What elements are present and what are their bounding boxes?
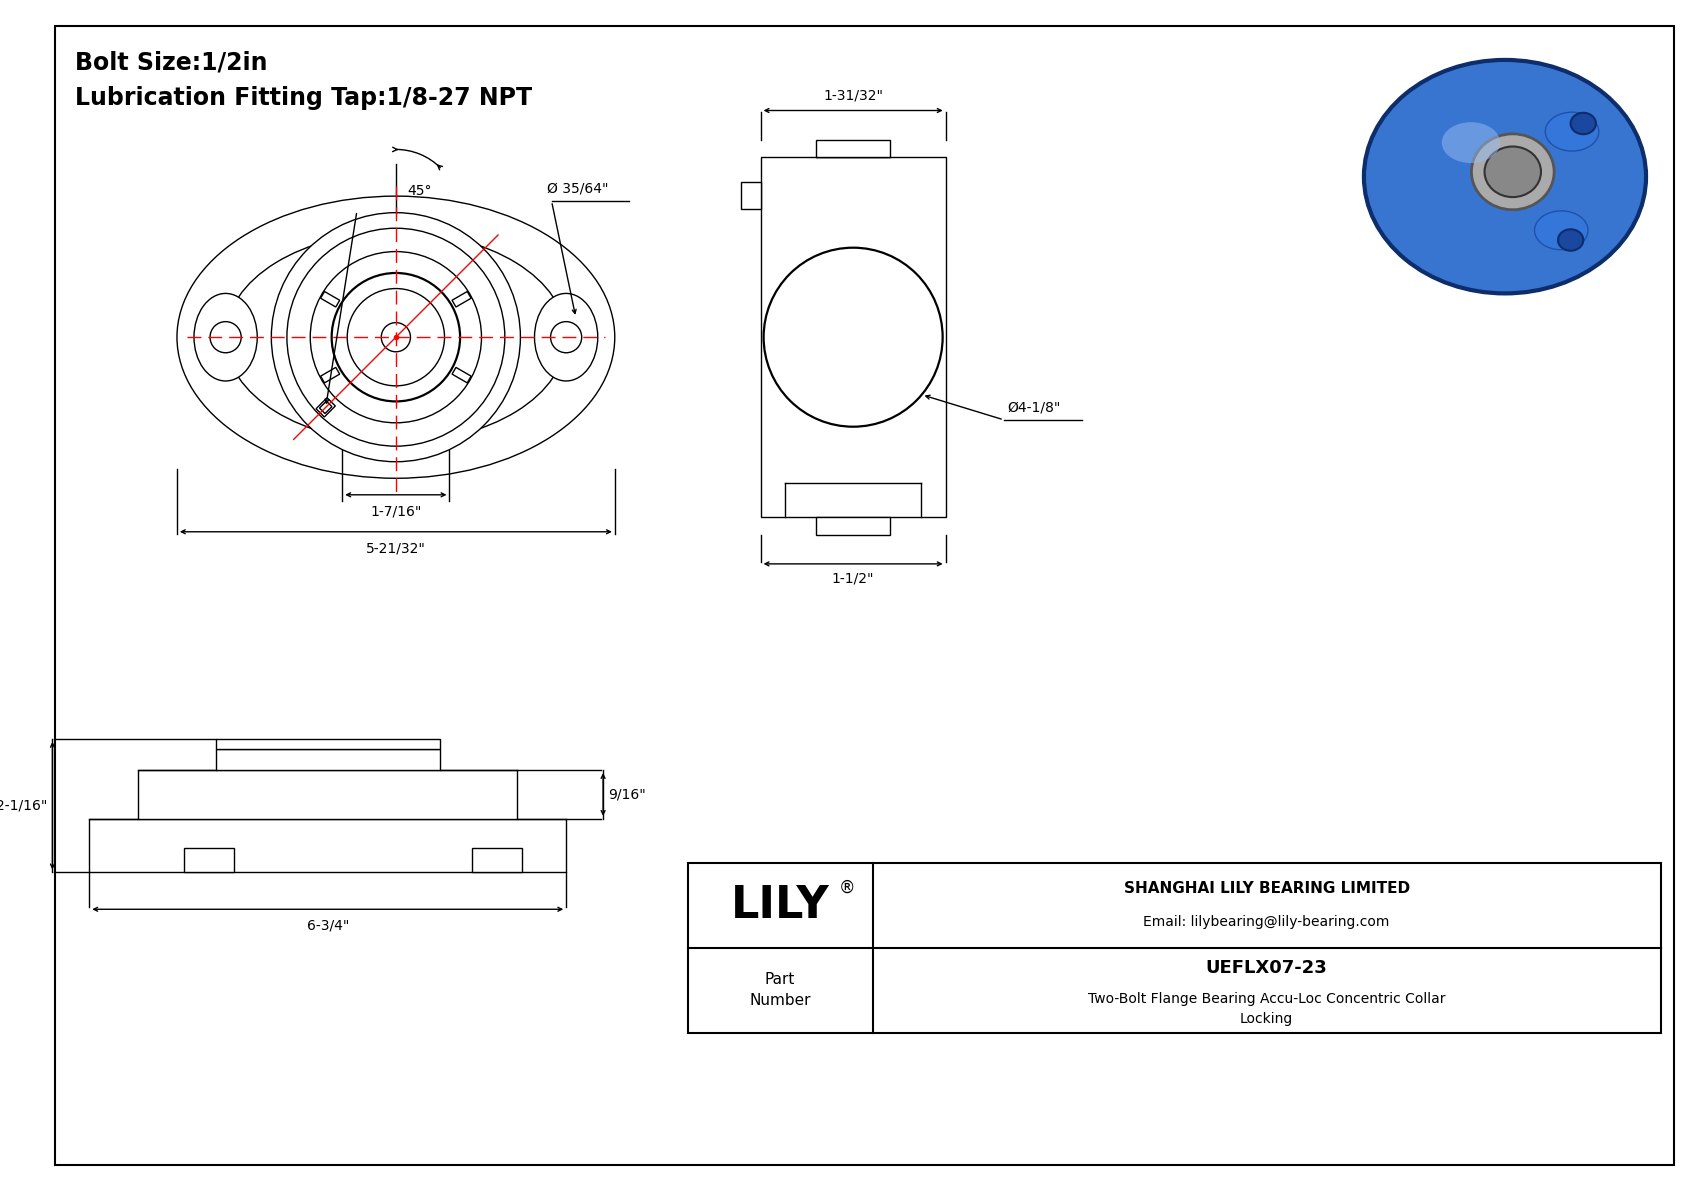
Bar <box>741 181 761 208</box>
Bar <box>89 818 566 872</box>
Ellipse shape <box>1442 123 1500 163</box>
Circle shape <box>271 213 520 462</box>
Bar <box>472 848 522 872</box>
Text: 5-21/32": 5-21/32" <box>365 542 426 555</box>
Text: Ø4-1/8": Ø4-1/8" <box>1007 400 1061 414</box>
Circle shape <box>210 322 241 353</box>
Ellipse shape <box>1364 60 1645 293</box>
Bar <box>317 398 335 417</box>
Ellipse shape <box>1546 112 1598 151</box>
Bar <box>817 139 891 157</box>
Text: Lubrication Fitting Tap:1/8-27 NPT: Lubrication Fitting Tap:1/8-27 NPT <box>74 86 532 111</box>
Text: 9/16": 9/16" <box>608 787 645 802</box>
Text: UEFLX07-23: UEFLX07-23 <box>1206 959 1327 977</box>
Text: 45°: 45° <box>408 185 433 198</box>
Bar <box>216 749 440 771</box>
Ellipse shape <box>1571 113 1596 135</box>
Ellipse shape <box>534 293 598 381</box>
Circle shape <box>551 322 581 353</box>
Bar <box>320 401 332 413</box>
Circle shape <box>347 288 445 386</box>
Text: LILY: LILY <box>731 884 830 927</box>
Text: ®: ® <box>839 879 855 897</box>
Bar <box>320 367 340 382</box>
Ellipse shape <box>1485 146 1541 197</box>
Ellipse shape <box>1558 230 1583 251</box>
Circle shape <box>763 248 943 426</box>
Text: 2-1/16": 2-1/16" <box>0 799 47 812</box>
Ellipse shape <box>1472 133 1554 210</box>
Circle shape <box>286 229 505 447</box>
Bar <box>687 862 1660 1033</box>
Ellipse shape <box>226 232 566 442</box>
Bar <box>761 157 945 517</box>
Text: Ø 35/64": Ø 35/64" <box>547 181 608 195</box>
Text: 1-1/2": 1-1/2" <box>832 572 874 586</box>
Text: 1-31/32": 1-31/32" <box>823 88 882 102</box>
Text: Email: lilybearing@lily-bearing.com: Email: lilybearing@lily-bearing.com <box>1143 915 1389 929</box>
Text: 6-3/4": 6-3/4" <box>306 919 349 933</box>
Ellipse shape <box>1534 211 1588 250</box>
Bar <box>817 517 891 535</box>
Bar <box>138 771 517 818</box>
Bar <box>451 292 472 307</box>
Text: Two-Bolt Flange Bearing Accu-Loc Concentric Collar: Two-Bolt Flange Bearing Accu-Loc Concent… <box>1088 992 1445 1005</box>
Ellipse shape <box>194 293 258 381</box>
Bar <box>320 292 340 307</box>
Circle shape <box>381 323 411 351</box>
Text: SHANGHAI LILY BEARING LIMITED: SHANGHAI LILY BEARING LIMITED <box>1123 880 1410 896</box>
Bar <box>451 367 472 382</box>
Text: 1-7/16": 1-7/16" <box>370 505 421 518</box>
Text: Bolt Size:1/2in: Bolt Size:1/2in <box>74 50 268 74</box>
Bar <box>216 738 440 749</box>
Bar <box>184 848 234 872</box>
Ellipse shape <box>177 197 615 479</box>
Text: Locking: Locking <box>1239 1012 1293 1027</box>
Text: Part
Number: Part Number <box>749 972 812 1009</box>
Circle shape <box>310 251 482 423</box>
Circle shape <box>332 273 460 401</box>
